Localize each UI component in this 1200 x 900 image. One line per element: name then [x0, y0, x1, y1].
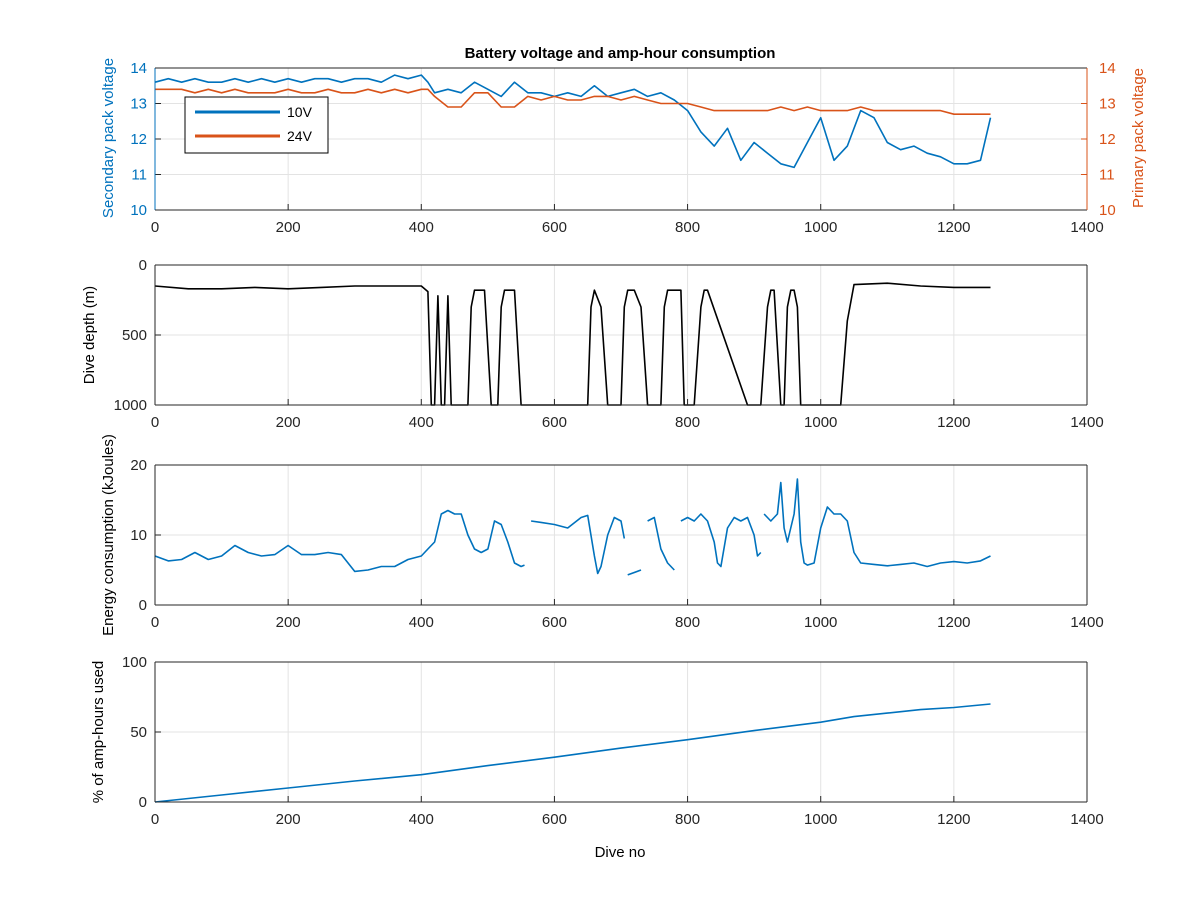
depth-axes	[154, 264, 1088, 406]
voltage-series-line-24v	[155, 88, 991, 115]
depth-panel: 0 200 400 600 800 1000 1200 1400 0 500 1000 Dive d…	[81, 257, 1104, 431]
amphours-grid	[155, 662, 1087, 802]
energy-x-tick-label: 600	[542, 614, 567, 631]
depth-x-tick-label: 600	[542, 414, 567, 431]
voltage-y-tick-label: 13	[130, 96, 147, 113]
chart-title: Battery voltage and amp-hour consumption	[465, 45, 776, 62]
energy-y-tick-label: 20	[130, 457, 147, 474]
energy-tick-labels: 0 200 400 600 800 1000 1200 1400 0 10 20	[130, 457, 1103, 631]
energy-y-tick-label: 10	[130, 527, 147, 544]
voltage-right-tick-label: 10	[1099, 202, 1116, 219]
voltage-x-tick-label: 200	[276, 219, 301, 236]
voltage-y-tick-label: 11	[131, 167, 147, 184]
energy-x-tick-label: 1400	[1070, 614, 1103, 631]
amphours-x-tick-label: 1400	[1070, 811, 1103, 828]
amphours-x-tick-label: 200	[276, 811, 301, 828]
depth-x-tick-label: 1400	[1070, 414, 1103, 431]
depth-y-tick-label: 0	[139, 257, 147, 274]
voltage-plot-area	[154, 74, 992, 169]
voltage-axes	[154, 67, 1088, 211]
depth-x-tick-label: 400	[409, 414, 434, 431]
legend: 10V 24V	[184, 96, 329, 154]
energy-x-tick-label: 200	[276, 614, 301, 631]
voltage-grid	[155, 68, 1087, 210]
amphours-tick-labels: 0 200 400 600 800 1000 1200 1400 0 50 100	[122, 654, 1104, 828]
energy-ylabel: Energy consumption (kJoules)	[100, 434, 117, 636]
depth-x-tick-label: 800	[675, 414, 700, 431]
depth-x-tick-label: 200	[276, 414, 301, 431]
x-axis-label: Dive no	[595, 844, 646, 861]
voltage-right-tick-label: 13	[1099, 96, 1116, 113]
amphours-y-tick-label: 50	[130, 724, 147, 741]
energy-series-line-0	[530, 514, 626, 575]
amphours-y-tick-label: 0	[139, 794, 147, 811]
voltage-x-tick-label: 600	[542, 219, 567, 236]
energy-x-tick-label: 400	[409, 614, 434, 631]
voltage-x-tick-label: 400	[409, 219, 434, 236]
depth-y-tick-label: 1000	[114, 397, 147, 414]
energy-series-line-0	[647, 516, 675, 571]
voltage-right-tick-label: 14	[1099, 60, 1116, 77]
voltage-y-tick-label: 10	[130, 202, 147, 219]
voltage-right-ylabel: Primary pack voltage	[1130, 68, 1147, 208]
depth-ylabel: Dive depth (m)	[81, 286, 98, 384]
energy-y-tick-label: 0	[139, 597, 147, 614]
amphours-x-tick-label: 400	[409, 811, 434, 828]
voltage-right-tick-label: 12	[1099, 131, 1116, 148]
voltage-x-tick-label: 1400	[1070, 219, 1103, 236]
voltage-series-line-10v	[154, 74, 992, 169]
legend-box	[184, 96, 329, 154]
voltage-tick-labels: 0 200 400 600 800 1000 1200 1400101112131410111…	[130, 60, 1115, 236]
depth-grid	[155, 265, 1087, 405]
energy-grid	[155, 465, 1087, 605]
voltage-right-tick-label: 11	[1099, 167, 1115, 184]
voltage-x-tick-label: 1200	[937, 219, 970, 236]
legend-label-24v: 24V	[287, 128, 313, 144]
amphours-ylabel: % of amp-hours used	[90, 661, 107, 804]
depth-tick-labels: 0 200 400 600 800 1000 1200 1400 0 500 1000	[114, 257, 1104, 431]
energy-x-tick-label: 0	[151, 614, 159, 631]
amphours-x-tick-label: 0	[151, 811, 159, 828]
amphours-panel: 0 200 400 600 800 1000 1200 1400 0 50 100 % of amp…	[90, 654, 1104, 861]
depth-x-tick-label: 1200	[937, 414, 970, 431]
depth-x-tick-label: 0	[151, 414, 159, 431]
voltage-x-tick-label: 800	[675, 219, 700, 236]
energy-series-line-0	[154, 509, 525, 573]
voltage-y-tick-label: 12	[130, 131, 147, 148]
amphours-x-tick-label: 600	[542, 811, 567, 828]
energy-x-tick-label: 1000	[804, 614, 837, 631]
voltage-y-tick-label: 14	[130, 60, 147, 77]
legend-label-10v: 10V	[287, 104, 313, 120]
energy-x-tick-label: 800	[675, 614, 700, 631]
voltage-left-ylabel: Secondary pack voltage	[100, 58, 117, 218]
amphours-plot-area	[154, 703, 991, 803]
energy-panel: 0 200 400 600 800 1000 1200 1400 0 10 20 Energy co…	[100, 434, 1104, 636]
amphours-x-tick-label: 1200	[937, 811, 970, 828]
energy-series-line-0	[763, 478, 991, 568]
energy-series-line-0	[680, 513, 762, 568]
voltage-panel: 0 200 400 600 800 1000 1200 1400101112131410111…	[100, 58, 1147, 236]
voltage-x-tick-label: 1000	[804, 219, 837, 236]
depth-y-tick-label: 500	[122, 327, 147, 344]
amphours-x-tick-label: 1000	[804, 811, 837, 828]
amphours-x-tick-label: 800	[675, 811, 700, 828]
amphours-series-line-0	[154, 703, 991, 803]
energy-x-tick-label: 1200	[937, 614, 970, 631]
amphours-y-tick-label: 100	[122, 654, 147, 671]
voltage-x-tick-label: 0	[151, 219, 159, 236]
energy-plot-area	[154, 478, 991, 576]
energy-series-line-0	[627, 569, 642, 576]
amphours-axes	[154, 661, 1088, 803]
depth-x-tick-label: 1000	[804, 414, 837, 431]
energy-axes	[154, 464, 1088, 606]
